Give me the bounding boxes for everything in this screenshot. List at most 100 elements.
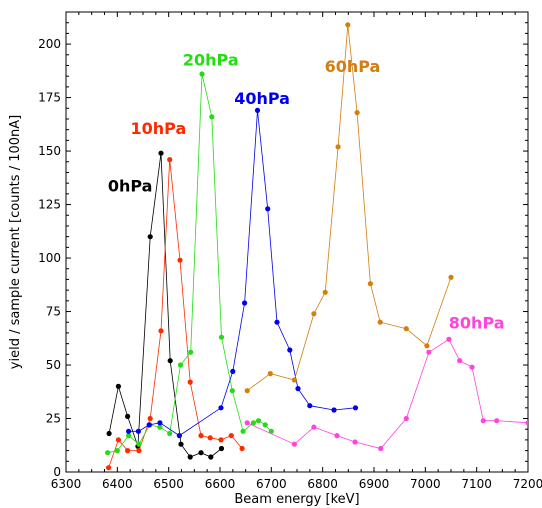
data-point xyxy=(255,418,262,424)
data-point xyxy=(291,377,297,383)
data-point xyxy=(265,206,271,212)
data-point xyxy=(250,420,256,426)
series-label-60hPa: 60hPa xyxy=(325,57,381,76)
data-point xyxy=(335,144,341,150)
data-point xyxy=(291,441,297,447)
data-point xyxy=(352,439,358,445)
series-0hPa xyxy=(106,150,225,460)
data-point xyxy=(136,448,142,454)
data-series xyxy=(105,22,528,471)
data-point xyxy=(322,289,328,295)
data-point xyxy=(188,349,194,355)
data-point xyxy=(354,110,360,116)
data-point xyxy=(262,422,268,428)
data-point xyxy=(403,415,409,422)
x-tick-label: 6300 xyxy=(51,477,82,491)
data-point xyxy=(274,319,280,325)
series-line-10hPa xyxy=(108,159,243,468)
data-point xyxy=(178,441,184,447)
data-point xyxy=(106,430,112,437)
data-point xyxy=(177,257,183,263)
data-point xyxy=(147,234,153,240)
series-line-40hPa xyxy=(128,110,356,437)
data-point xyxy=(295,386,301,392)
data-point xyxy=(229,388,235,394)
data-point xyxy=(209,114,215,120)
data-point xyxy=(114,448,120,454)
data-point xyxy=(457,358,463,364)
data-point xyxy=(157,420,163,426)
series-line-60hPa xyxy=(246,24,452,392)
data-point xyxy=(199,71,205,77)
y-tick-label: 125 xyxy=(38,198,61,212)
data-point xyxy=(157,424,163,430)
series-line-80hPa xyxy=(247,338,528,449)
data-point xyxy=(268,428,274,434)
y-tick-label: 0 xyxy=(53,465,61,479)
y-tick-label: 100 xyxy=(38,251,61,265)
data-point xyxy=(167,358,173,364)
series-label-20hPa: 20hPa xyxy=(183,50,239,69)
y-tick-label: 25 xyxy=(46,412,61,426)
axis-ticks: 6300 6400 6500 6600 6700 6800 6900 7000 7100 7200… xyxy=(38,11,542,491)
data-point xyxy=(177,362,184,368)
x-tick-label: 7000 xyxy=(410,477,441,491)
x-tick-label: 7200 xyxy=(513,477,542,491)
data-point xyxy=(115,383,121,389)
data-point xyxy=(125,413,131,419)
data-point xyxy=(239,445,245,452)
plot-frame xyxy=(65,11,529,473)
data-point xyxy=(254,107,261,113)
data-point xyxy=(198,450,204,456)
data-point xyxy=(126,433,132,439)
data-point xyxy=(187,379,193,385)
series-label-80hPa: 80hPa xyxy=(449,314,505,333)
y-tick-label: 150 xyxy=(38,144,61,158)
data-point xyxy=(218,405,224,411)
data-point xyxy=(158,150,164,156)
data-point xyxy=(106,465,112,471)
x-tick-label: 6800 xyxy=(307,477,338,491)
data-point xyxy=(345,22,351,28)
data-point xyxy=(135,428,141,434)
series-60hPa xyxy=(244,22,454,394)
data-point xyxy=(167,157,173,163)
y-tick-label: 200 xyxy=(38,37,61,51)
x-tick-label: 6700 xyxy=(256,477,287,491)
data-point xyxy=(244,388,250,394)
data-point xyxy=(334,433,340,439)
series-line-0hPa xyxy=(108,153,222,458)
data-point xyxy=(377,319,383,325)
data-point xyxy=(242,300,248,306)
series-label-10hPa: 10hPa xyxy=(131,119,187,138)
data-point xyxy=(352,405,359,411)
data-point xyxy=(307,403,313,409)
data-point xyxy=(367,281,373,287)
series-labels: 0hPa 10hPa 20hPa 40hPa 60hPa 80hPa xyxy=(108,50,505,332)
data-point xyxy=(167,430,173,437)
data-point xyxy=(244,420,250,426)
data-point xyxy=(424,343,430,349)
y-tick-label: 175 xyxy=(38,91,61,105)
series-label-40hPa: 40hPa xyxy=(234,89,290,108)
data-point xyxy=(331,407,337,413)
series-80hPa xyxy=(244,336,528,452)
data-point xyxy=(240,428,246,434)
data-point xyxy=(158,328,164,334)
data-point xyxy=(147,415,153,422)
data-point xyxy=(208,454,214,460)
data-point xyxy=(207,435,213,441)
data-point xyxy=(105,450,111,456)
data-point xyxy=(403,326,409,332)
data-point xyxy=(287,347,293,353)
x-tick-label: 6600 xyxy=(205,477,236,491)
data-point xyxy=(267,371,273,377)
data-point xyxy=(126,428,132,434)
data-point xyxy=(230,368,236,374)
data-point xyxy=(198,433,204,439)
y-axis-title: yield / sample current [counts / 100nA] xyxy=(8,115,23,369)
data-point xyxy=(146,422,152,428)
data-point xyxy=(218,445,225,452)
data-point xyxy=(228,433,234,439)
